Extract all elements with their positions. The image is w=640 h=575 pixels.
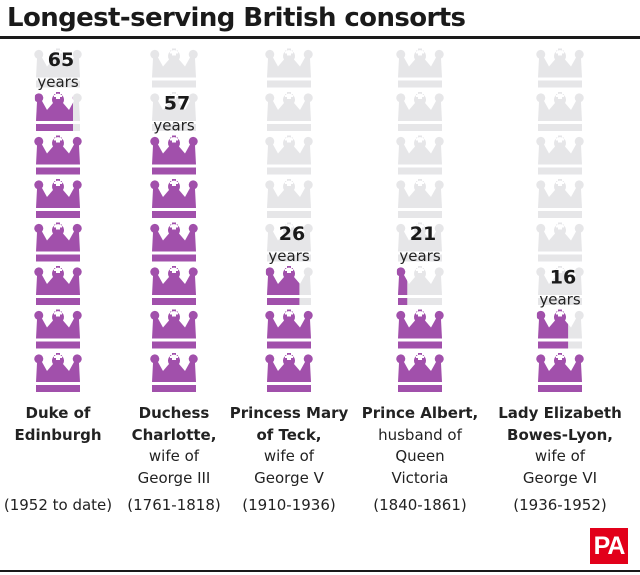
consort-name-line: Duke of [25, 404, 91, 422]
value-label: 65 [48, 49, 74, 71]
consort-period: (1936-1952) [513, 496, 607, 514]
unit-label: years [37, 73, 78, 91]
crown-icon [265, 179, 313, 218]
consort-description-line: wife of [148, 447, 200, 465]
crown-column [150, 48, 198, 392]
consort-period: (1840-1861) [373, 496, 467, 514]
crown-icon [536, 222, 584, 262]
chart-title: Longest-serving British consorts [7, 3, 466, 33]
value-label: 26 [279, 223, 305, 245]
crown-icon [265, 48, 313, 88]
crown-icon [265, 135, 313, 175]
crown-icon [265, 222, 313, 262]
crown-icon [34, 48, 82, 88]
value-label: 57 [164, 93, 190, 115]
consort-period: (1761-1818) [127, 496, 221, 514]
consort-name: Lady Elizabeth Bowes-Lyon, wife of George V… [495, 403, 625, 489]
consort-period: (1910-1936) [242, 496, 336, 514]
consort-name-line: Princess Mary [229, 404, 349, 422]
consort-description-line: Queen [395, 447, 445, 465]
title-divider [0, 36, 640, 39]
consort-name-line: Charlotte, [131, 425, 217, 444]
crown-icon [150, 353, 198, 392]
crown-icon [34, 92, 82, 131]
consort-name-line: Duchess [138, 404, 210, 422]
crown-icon [150, 222, 198, 262]
crown-icon [150, 266, 198, 305]
crown-icon [34, 266, 82, 305]
consort-description-line: wife of [263, 447, 315, 465]
consort-name: Duchess Charlotte, wife of George III [109, 403, 239, 489]
crown-icon [536, 92, 584, 131]
crown-icon [150, 48, 198, 88]
crown-icon [265, 92, 313, 131]
crown-icon [536, 48, 584, 88]
crown-icon [396, 48, 444, 88]
crown-icon [396, 309, 444, 349]
consort-description-line: George VI [522, 468, 598, 487]
consort-name: Princess Mary of Teck, wife of George V [224, 403, 354, 489]
consort-description-line: George V [254, 468, 324, 487]
crown-icon [536, 309, 584, 349]
crown-icon [396, 222, 444, 262]
crown-icon [396, 353, 444, 392]
bottom-divider [0, 570, 640, 572]
crown-icon [396, 179, 444, 218]
value-label: 21 [410, 223, 436, 245]
crown-icon [265, 353, 313, 392]
crown-icon [536, 266, 584, 305]
crown-column [536, 48, 584, 392]
crown-icon [34, 222, 82, 262]
pa-logo: PA [590, 528, 628, 564]
consort-name-line: Lady Elizabeth [498, 404, 622, 422]
consort-description-line: George III [137, 468, 211, 487]
consort-name-line: Bowes-Lyon, [507, 425, 613, 444]
consort-name: Prince Albert, husband of Queen Victoria [355, 403, 485, 489]
crown-icon [396, 92, 444, 131]
unit-label: years [399, 247, 440, 265]
crown-icon [150, 309, 198, 349]
crown-icon [34, 309, 82, 349]
crown-column [34, 48, 82, 392]
crown-icon [536, 179, 584, 218]
crown-icon [34, 179, 82, 218]
consort-name: Duke of Edinburgh [0, 403, 123, 446]
crown-icon [536, 135, 584, 175]
unit-label: years [539, 291, 580, 309]
crown-icon [265, 266, 313, 305]
crown-icon [396, 135, 444, 175]
consort-description-line: Victoria [391, 468, 449, 487]
crown-column [396, 48, 444, 392]
consort-name-line: Prince Albert, [361, 404, 479, 422]
crown-icon [150, 92, 198, 131]
crown-icon [265, 309, 313, 349]
unit-label: years [153, 117, 194, 135]
crown-icon [536, 353, 584, 392]
crown-icon [34, 353, 82, 392]
consort-period: (1952 to date) [3, 496, 113, 514]
unit-label: years [268, 247, 309, 265]
consort-name-line: of Teck, [256, 425, 322, 444]
crown-icon [34, 135, 82, 175]
value-label: 16 [550, 267, 576, 289]
consort-description-line: husband of [378, 425, 462, 444]
consort-description-line: wife of [534, 447, 586, 465]
crown-icon [150, 135, 198, 175]
consort-name-line: Edinburgh [14, 425, 102, 444]
crown-icon [396, 266, 444, 305]
crown-icon [150, 179, 198, 218]
crown-column [265, 48, 313, 392]
